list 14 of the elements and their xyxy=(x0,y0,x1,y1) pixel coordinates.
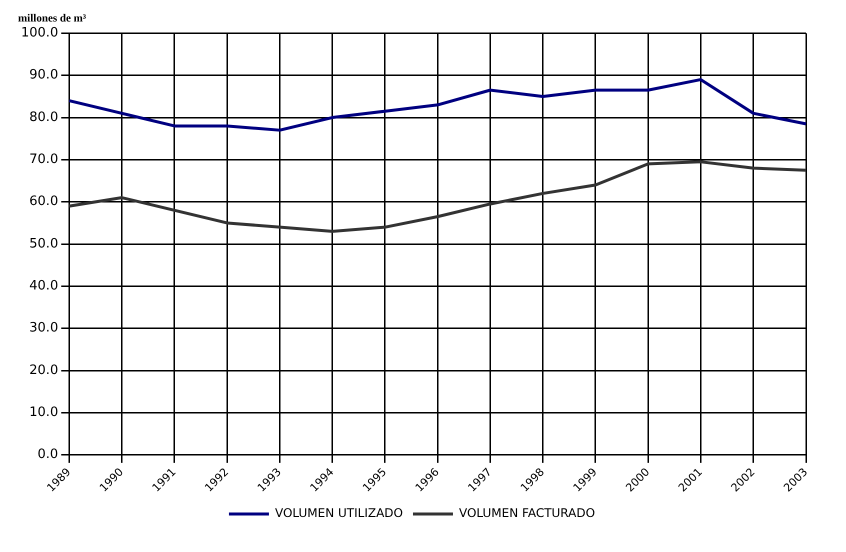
y-tick-label: 80.0 xyxy=(29,110,58,125)
y-tick-label: 50.0 xyxy=(29,236,58,252)
y-tick-label: 30.0 xyxy=(29,320,58,336)
legend-label: VOLUMEN UTILIZADO xyxy=(274,506,403,520)
y-tick-label: 60.0 xyxy=(29,194,58,210)
y-tick-label: 40.0 xyxy=(29,278,58,294)
legend-label: VOLUMEN FACTURADO xyxy=(458,506,596,520)
y-tick-label: 10.0 xyxy=(29,405,58,420)
y-tick-label: 0.0 xyxy=(38,447,58,462)
y-tick-label: 90.0 xyxy=(29,68,58,83)
chart-title: millones de m³ xyxy=(18,12,87,24)
y-tick-label: 70.0 xyxy=(29,152,58,168)
y-tick-label: 20.0 xyxy=(29,362,58,378)
y-tick-label: 100.0 xyxy=(21,26,58,41)
